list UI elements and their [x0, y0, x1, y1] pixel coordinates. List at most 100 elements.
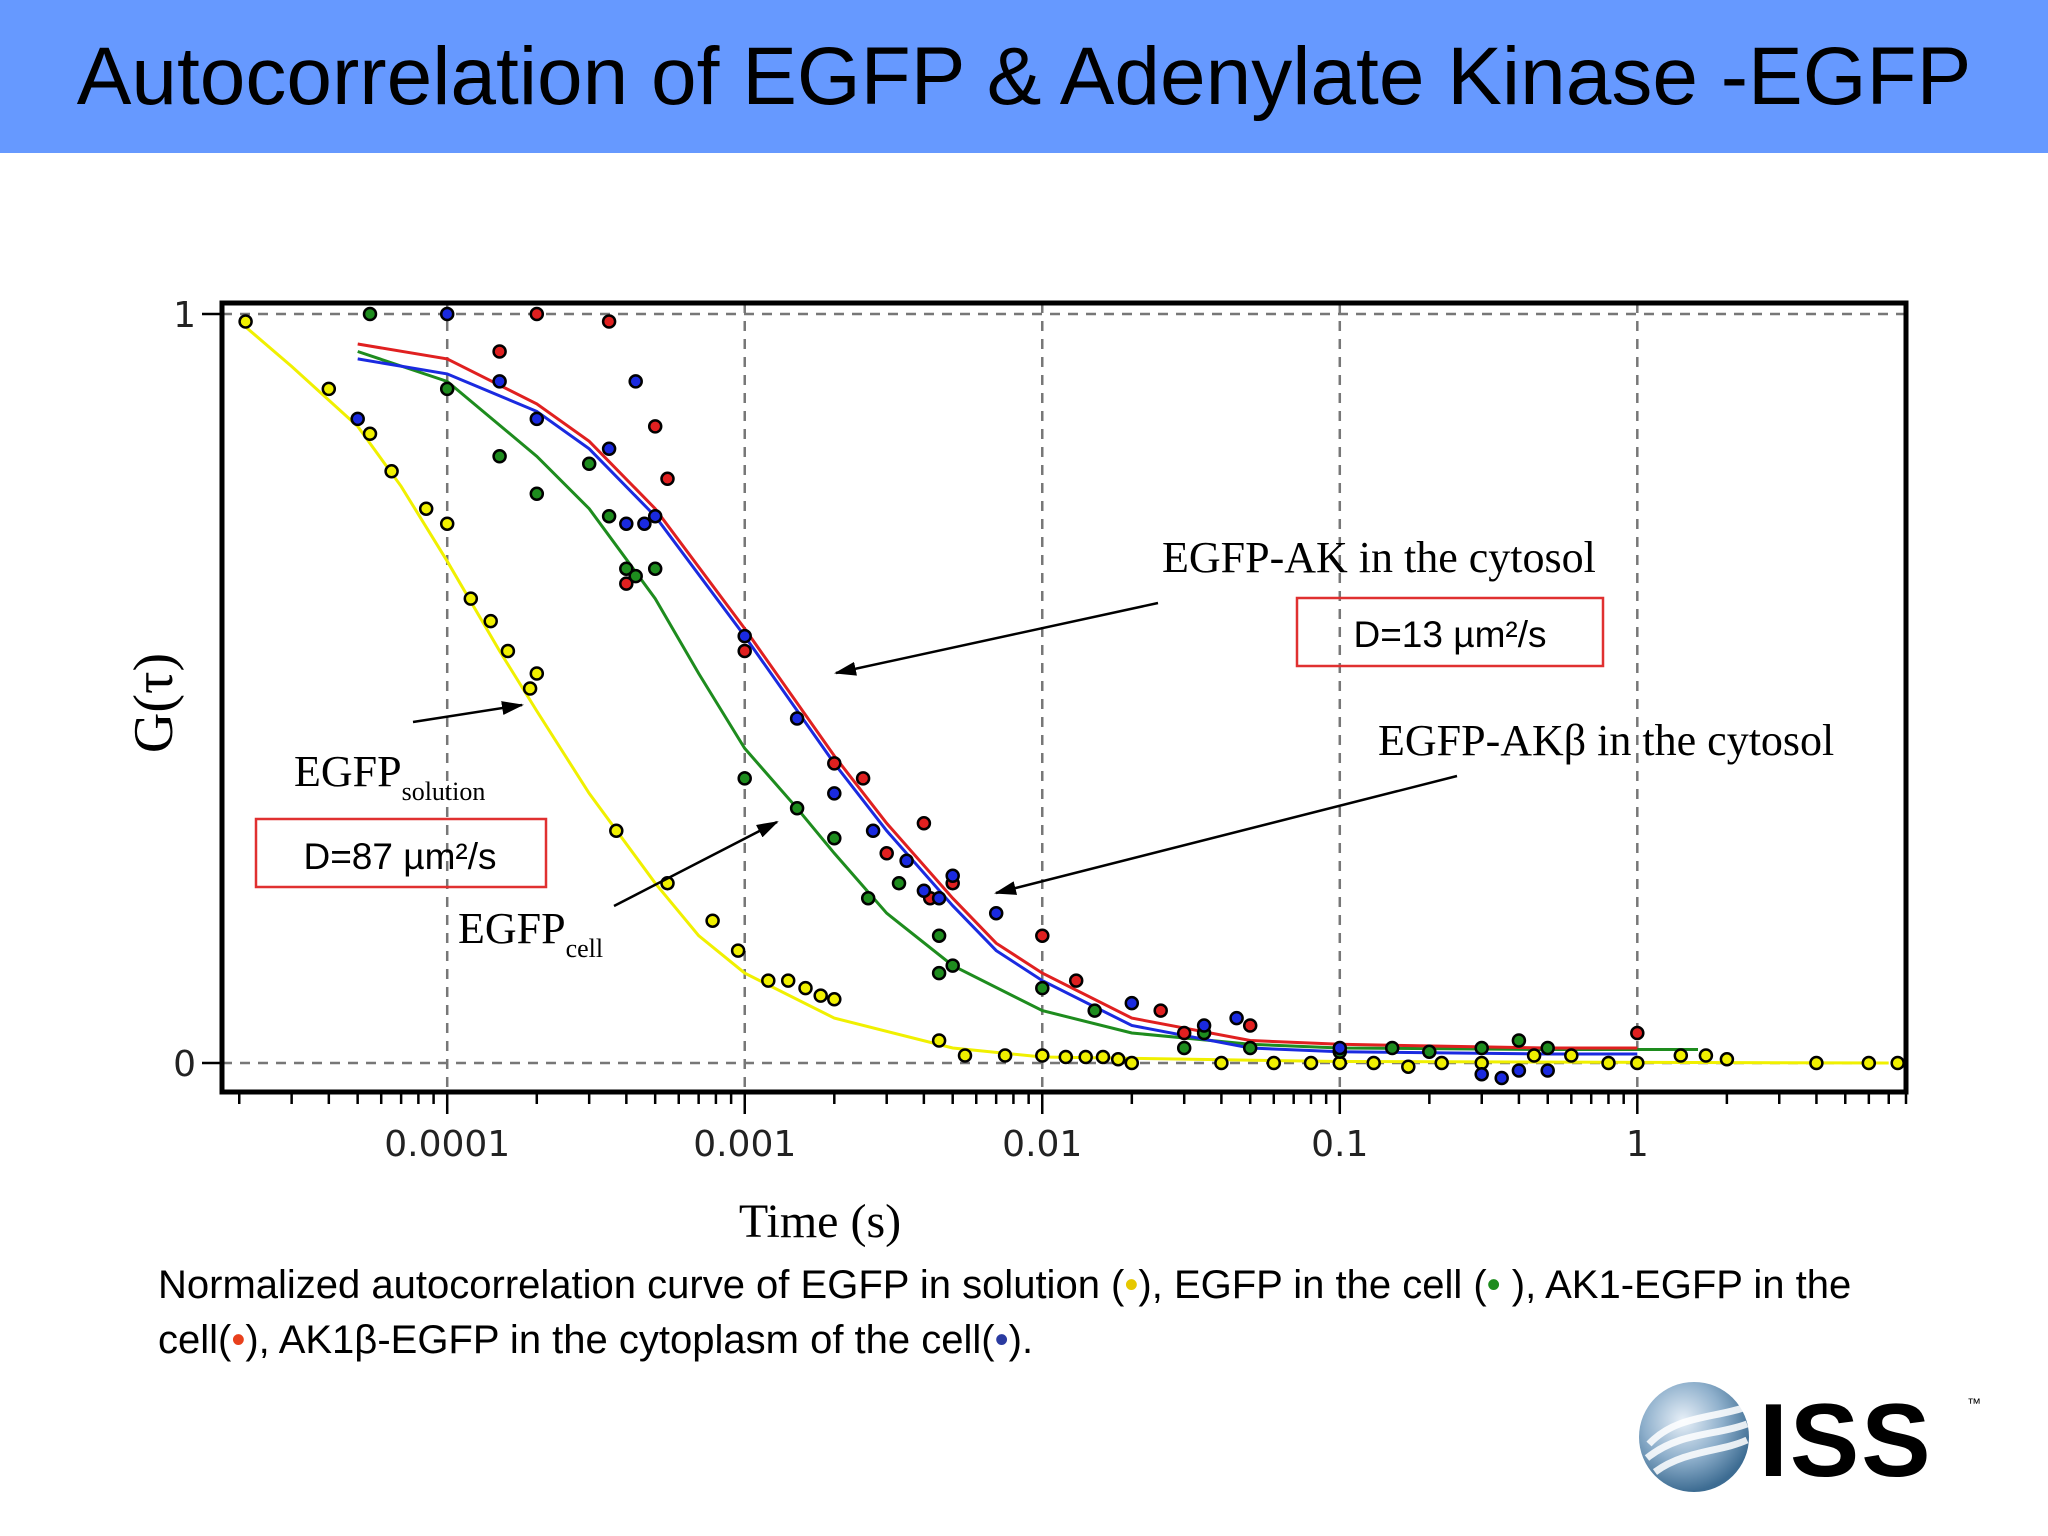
data-point-1 [1035, 980, 1050, 996]
data-point-1 [647, 561, 663, 576]
data-point-0 [439, 516, 455, 531]
x-axis-label: Time (s) [739, 1195, 901, 1248]
data-point-0 [827, 992, 842, 1007]
title-bar: Autocorrelation of EGFP & Adenylate Kina… [0, 0, 2048, 153]
data-point-3 [865, 823, 881, 839]
slide-title: Autocorrelation of EGFP & Adenylate Kina… [76, 31, 1972, 122]
data-point-1 [362, 306, 378, 322]
fit-curve-2 [357, 342, 1638, 1050]
data-point-0 [1401, 1059, 1416, 1074]
data-point-0 [1035, 1048, 1050, 1063]
data-point-3 [931, 890, 947, 906]
data-point-1 [492, 449, 507, 464]
data-point-3 [1494, 1070, 1509, 1086]
data-point-0 [1890, 1055, 1905, 1071]
data-point-0 [362, 426, 378, 442]
caption-text: ). [1008, 1318, 1034, 1362]
data-point-3 [1196, 1018, 1212, 1033]
data-point-0 [522, 681, 538, 696]
data-point-2 [1242, 1018, 1258, 1033]
data-point-3 [492, 374, 507, 389]
y-tick-label: 0 [173, 1044, 196, 1085]
data-point-1 [1087, 1003, 1102, 1018]
data-point-0 [1110, 1052, 1126, 1067]
data-point-3 [789, 711, 805, 726]
data-point-3 [899, 853, 914, 869]
data-point-0 [1078, 1049, 1093, 1065]
data-point-3 [1511, 1063, 1527, 1078]
data-point-3 [1474, 1066, 1489, 1082]
data-point-3 [1540, 1063, 1555, 1078]
data-point-1 [737, 771, 752, 786]
data-point-3 [628, 374, 643, 389]
data-point-0 [500, 643, 516, 659]
data-point-2 [619, 576, 634, 591]
annotation-egfp-solution: EGFPsolution [294, 747, 485, 806]
data-point-1 [1474, 1040, 1489, 1056]
data-point-3 [647, 508, 663, 524]
data-point-1 [827, 831, 842, 846]
data-point-0 [1266, 1055, 1282, 1071]
data-point-3 [439, 306, 455, 322]
data-point-0 [529, 666, 545, 681]
data-point-2 [916, 816, 932, 831]
data-point-0 [321, 381, 337, 397]
green-dot-icon: • [1486, 1263, 1501, 1307]
arrow-egfp-solution [412, 701, 524, 724]
data-point-1 [628, 568, 643, 584]
yellow-dot-icon: • [1124, 1263, 1139, 1307]
data-point-3 [916, 883, 932, 898]
arrow-egfp-ak [834, 601, 1159, 676]
data-point-1 [1384, 1040, 1400, 1056]
iss-logo: ISS ™ [1639, 1382, 1981, 1496]
data-point-1 [931, 965, 947, 981]
data-point-0 [1366, 1055, 1381, 1071]
data-point-3 [945, 868, 960, 884]
data-point-0 [1124, 1055, 1140, 1071]
data-point-1 [945, 958, 960, 973]
data-point-0 [1214, 1055, 1229, 1071]
data-point-1 [1540, 1040, 1555, 1056]
data-point-3 [1124, 995, 1140, 1011]
data-point-0 [609, 823, 624, 839]
data-point-0 [798, 980, 813, 996]
caption-text: ), AK1β-EGFP in the cytoplasm of the cel… [245, 1318, 995, 1362]
data-point-0 [1095, 1049, 1111, 1065]
data-point-2 [647, 419, 663, 434]
data-point-2 [1153, 1003, 1168, 1018]
data-point-2 [492, 344, 507, 359]
grid [222, 303, 1906, 1092]
data-point-1 [1511, 1033, 1527, 1048]
data-point-1 [601, 508, 617, 524]
data-point-3 [619, 516, 634, 531]
arrow-egfp-akb [994, 774, 1458, 895]
data-point-0 [1698, 1048, 1714, 1063]
data-point-3 [1332, 1040, 1348, 1056]
data-point-0 [384, 464, 399, 479]
data-point-2 [1035, 928, 1050, 943]
data-point-1 [1242, 1040, 1258, 1056]
x-tick-label: 0.0001 [384, 1124, 510, 1165]
d-box-solution [254, 817, 548, 889]
annotation-egfp-cell: EGFPcell [458, 904, 603, 963]
data-point-2 [827, 756, 842, 771]
data-point-3 [637, 516, 652, 531]
annotation-egfp-akb: EGFP-AKβ in the cytosol [1378, 716, 1834, 765]
data-point-0 [1434, 1055, 1449, 1071]
data-point-0 [761, 973, 776, 988]
data-point-0 [1630, 1055, 1645, 1071]
y-axis-label: G(τ) [123, 653, 185, 753]
data-point-3 [350, 411, 365, 427]
data-points [238, 306, 1905, 1086]
data-point-2 [1630, 1025, 1645, 1041]
caption-text: Normalized autocorrelation curve of EGFP… [158, 1263, 1125, 1307]
data-point-2 [601, 314, 617, 329]
data-point-0 [463, 591, 479, 606]
fit-curve-3 [357, 357, 1638, 1056]
x-tick-label: 1 [1626, 1124, 1649, 1165]
logo-trademark: ™ [1967, 1395, 1981, 1411]
fit-curves [238, 320, 1889, 1065]
data-point-1 [860, 890, 876, 906]
caption-text: ), EGFP in the cell ( [1138, 1263, 1487, 1307]
data-point-0 [483, 613, 498, 629]
